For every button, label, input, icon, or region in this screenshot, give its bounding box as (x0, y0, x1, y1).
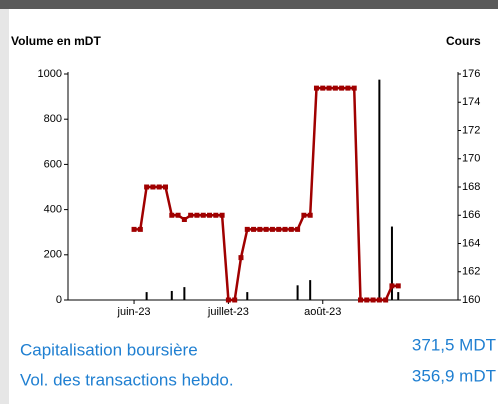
y2-tick-label: 176 (462, 68, 480, 80)
price-marker (181, 216, 187, 222)
y-tick-label: 200 (44, 249, 62, 261)
price-marker (244, 226, 250, 232)
price-marker (156, 184, 162, 190)
price-marker (351, 85, 357, 91)
y-axis-title: Volume en mDT (11, 34, 101, 48)
price-marker (320, 85, 326, 91)
price-marker (332, 85, 338, 91)
price-marker (257, 226, 263, 232)
y2-tick-label: 168 (462, 181, 480, 193)
volume-bar (309, 280, 312, 300)
y2-tick-label: 172 (462, 124, 480, 136)
top-band (0, 0, 498, 9)
price-marker (295, 226, 301, 232)
volume-bar (246, 292, 249, 300)
price-marker (150, 184, 156, 190)
price-marker (207, 212, 213, 218)
price-marker (358, 297, 363, 303)
y2-axis-title: Cours (446, 34, 481, 48)
price-marker (225, 297, 231, 303)
price-marker (251, 226, 257, 232)
y2-tick-label: 166 (462, 209, 480, 221)
price-marker (376, 297, 382, 303)
price-marker (307, 212, 313, 218)
x-tick-label: juillet-23 (207, 306, 249, 318)
summary-value: 356,9 mDT (412, 366, 496, 385)
y-tick-label: 800 (44, 113, 62, 125)
volume-bar (145, 292, 148, 300)
price-marker (137, 226, 143, 232)
price-marker (163, 184, 168, 190)
price-marker (144, 184, 150, 190)
price-marker (326, 85, 332, 91)
y2-tick-label: 174 (462, 96, 480, 108)
y2-tick-label: 160 (462, 294, 480, 306)
summary-label: Capitalisation boursière (20, 340, 198, 359)
price-marker (131, 226, 137, 232)
price-marker (383, 297, 389, 303)
price-marker (389, 283, 395, 289)
x-tick-label: juin-23 (117, 306, 151, 318)
price-marker (194, 212, 200, 218)
price-marker (288, 226, 294, 232)
y-tick-label: 400 (44, 204, 62, 216)
price-marker (200, 212, 206, 218)
price-marker (282, 226, 288, 232)
price-marker (313, 85, 319, 91)
volume-bar (296, 285, 299, 300)
price-marker (395, 283, 401, 289)
price-marker (364, 297, 370, 303)
price-marker (238, 255, 244, 261)
price-marker (232, 297, 238, 303)
volume-bar (170, 290, 173, 300)
price-marker (339, 85, 345, 91)
price-marker (175, 212, 181, 218)
price-marker (276, 226, 282, 232)
price-marker (169, 212, 175, 218)
x-tick-label: août-23 (304, 306, 341, 318)
y-tick-label: 0 (56, 294, 62, 306)
volume-bar (378, 79, 381, 301)
y-tick-label: 1000 (38, 68, 62, 80)
summary-value: 371,5 MDT (412, 335, 496, 354)
summary-label: Vol. des transactions hebdo. (20, 370, 234, 389)
y-tick-label: 600 (44, 158, 62, 170)
price-marker (345, 85, 351, 91)
price-marker (301, 212, 307, 218)
price-marker (213, 212, 219, 218)
y2-tick-label: 164 (462, 237, 480, 249)
price-marker (263, 226, 269, 232)
left-band (0, 9, 9, 404)
price-marker (370, 297, 376, 303)
y2-tick-label: 162 (462, 266, 480, 278)
price-marker (219, 212, 225, 218)
volume-bar (390, 226, 393, 300)
volume-bar (397, 292, 400, 300)
volume-bar (183, 287, 186, 300)
price-marker (269, 226, 275, 232)
y2-tick-label: 170 (462, 153, 480, 165)
price-marker (188, 212, 194, 218)
